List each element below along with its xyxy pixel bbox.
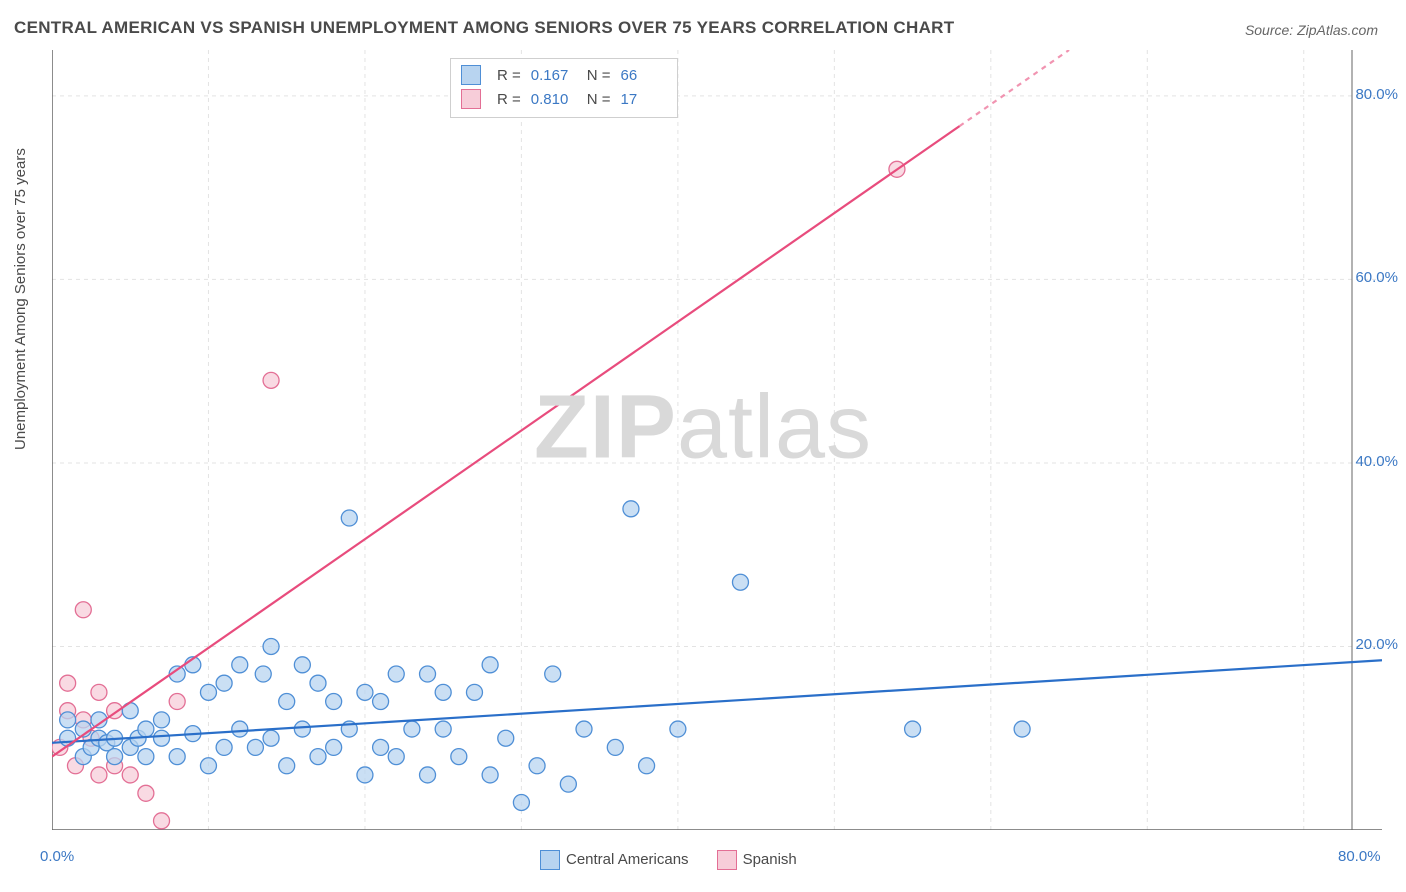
chart-title: CENTRAL AMERICAN VS SPANISH UNEMPLOYMENT… bbox=[14, 18, 954, 38]
correlation-legend: R =0.167N =66R =0.810N =17 bbox=[450, 58, 678, 118]
legend-item: Central Americans bbox=[540, 850, 689, 870]
legend-swatch bbox=[540, 850, 560, 870]
y-axis-label: Unemployment Among Seniors over 75 years bbox=[12, 148, 29, 450]
series-legend: Central Americans Spanish bbox=[540, 850, 797, 870]
legend-swatch bbox=[717, 850, 737, 870]
source-label: Source: ZipAtlas.com bbox=[1245, 22, 1378, 38]
legend-item: Spanish bbox=[717, 850, 797, 870]
scatter-plot bbox=[52, 50, 1382, 830]
y-axis-tick-80: 80.0% bbox=[1355, 86, 1398, 103]
x-axis-tick-0: 0.0% bbox=[40, 848, 74, 865]
stat-row: R =0.167N =66 bbox=[461, 63, 667, 87]
y-axis-tick-20: 20.0% bbox=[1355, 636, 1398, 653]
stat-swatch bbox=[461, 65, 481, 85]
x-axis-tick-80: 80.0% bbox=[1338, 848, 1381, 865]
legend-label: Spanish bbox=[743, 851, 797, 868]
stat-row: R =0.810N =17 bbox=[461, 87, 667, 111]
legend-label: Central Americans bbox=[566, 851, 689, 868]
y-axis-tick-60: 60.0% bbox=[1355, 269, 1398, 286]
stat-swatch bbox=[461, 89, 481, 109]
y-axis-tick-40: 40.0% bbox=[1355, 453, 1398, 470]
